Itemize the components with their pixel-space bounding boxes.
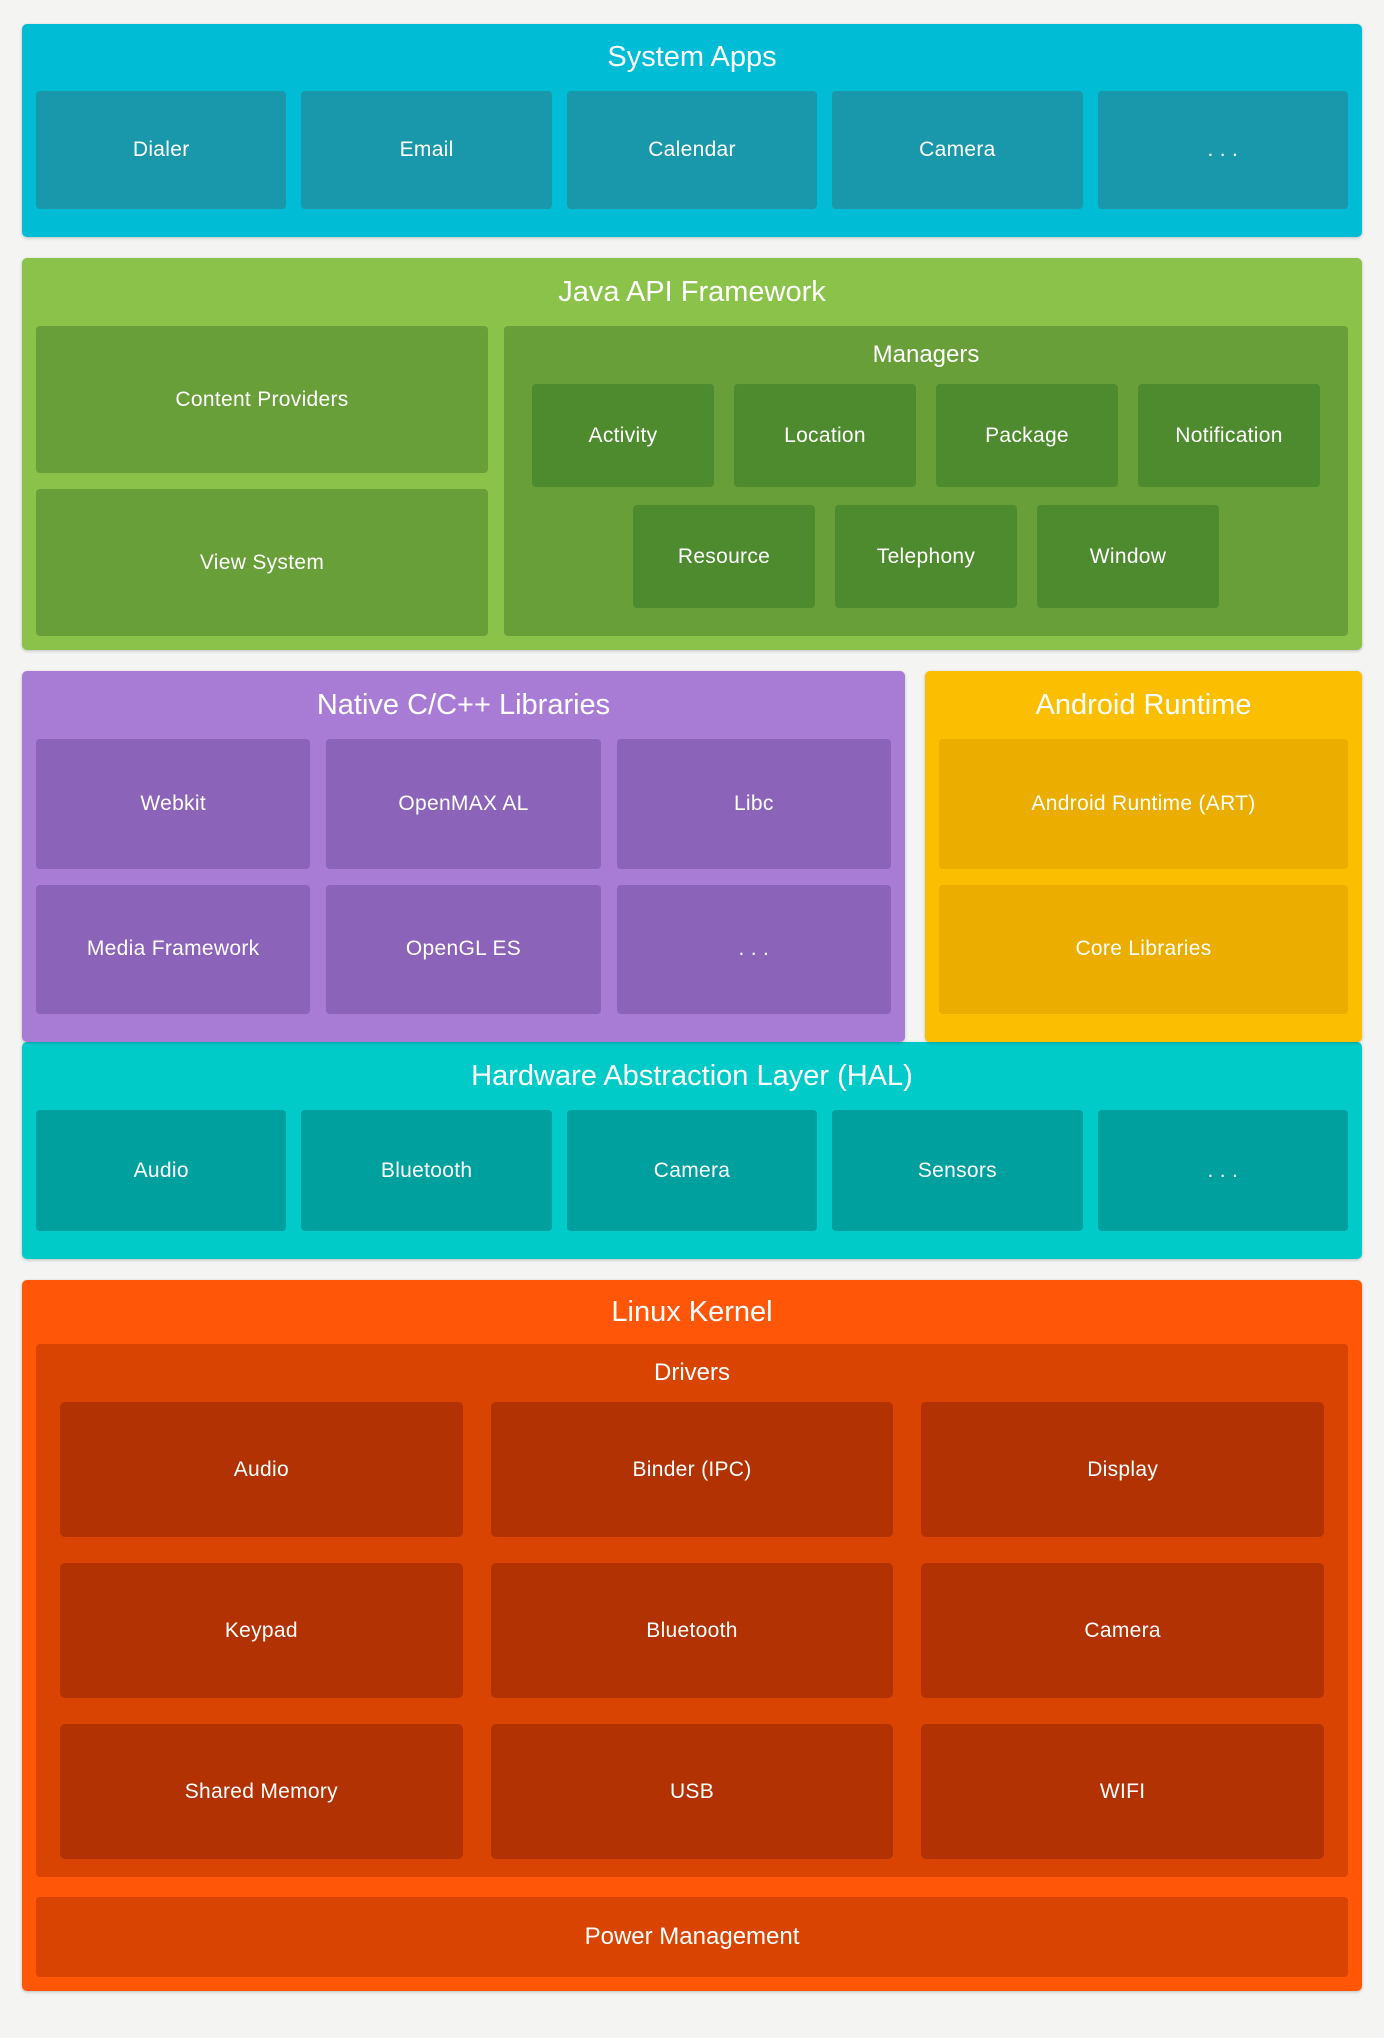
managers-title: Managers xyxy=(872,341,980,368)
box-driver-display: Display xyxy=(921,1402,1325,1537)
system-apps-title: System Apps xyxy=(607,41,777,73)
linux-kernel-title: Linux Kernel xyxy=(611,1296,773,1328)
box-native-ellipsis: . . . xyxy=(616,884,891,1014)
java-api-framework-section: Java API Framework Content Providers Vie… xyxy=(22,258,1362,650)
linux-kernel-body: Drivers Audio Binder (IPC) Display Keypa… xyxy=(22,1344,1362,1991)
managers-container: Managers Activity Location Package Notif… xyxy=(504,326,1348,636)
drivers-row-3: Shared Memory USB WIFI xyxy=(60,1724,1325,1859)
box-calendar: Calendar xyxy=(566,91,818,209)
system-apps-row: Dialer Email Calendar Camera . . . xyxy=(22,91,1362,223)
box-hal-ellipsis: . . . xyxy=(1097,1110,1349,1231)
java-api-framework-body: Content Providers View System Managers A… xyxy=(22,326,1362,650)
box-content-providers: Content Providers xyxy=(36,326,488,473)
box-art: Android Runtime (ART) xyxy=(939,739,1348,869)
box-view-system: View System xyxy=(36,489,488,636)
box-driver-wifi: WIFI xyxy=(921,1724,1325,1859)
box-hal-bluetooth: Bluetooth xyxy=(301,1110,552,1231)
box-driver-keypad: Keypad xyxy=(60,1563,463,1698)
native-row-2: Media Framework OpenGL ES . . . xyxy=(36,884,891,1014)
box-power-management: Power Management xyxy=(36,1897,1348,1977)
box-camera-app: Camera xyxy=(832,91,1083,209)
box-activity-manager: Activity xyxy=(532,384,714,487)
box-hal-camera: Camera xyxy=(566,1110,818,1231)
box-webkit: Webkit xyxy=(36,739,311,869)
box-telephony-manager: Telephony xyxy=(835,505,1017,608)
box-driver-camera: Camera xyxy=(921,1563,1325,1698)
box-notification-manager: Notification xyxy=(1138,384,1320,487)
box-driver-bluetooth: Bluetooth xyxy=(490,1563,894,1698)
box-openmax-al: OpenMAX AL xyxy=(326,739,601,869)
drivers-title: Drivers xyxy=(654,1359,730,1386)
java-left-column: Content Providers View System xyxy=(36,326,488,636)
box-core-libraries: Core Libraries xyxy=(939,884,1348,1014)
box-location-manager: Location xyxy=(734,384,916,487)
drivers-container: Drivers Audio Binder (IPC) Display Keypa… xyxy=(36,1344,1348,1877)
java-api-framework-title: Java API Framework xyxy=(558,276,826,308)
box-dialer: Dialer xyxy=(36,91,287,209)
native-libraries-section: Native C/C++ Libraries Webkit OpenMAX AL… xyxy=(22,671,905,1042)
managers-row-1: Activity Location Package Notification xyxy=(518,384,1334,487)
managers-row-2: Resource Telephony Window xyxy=(518,505,1334,608)
box-email: Email xyxy=(301,91,552,209)
native-row-1: Webkit OpenMAX AL Libc xyxy=(36,739,891,869)
box-resource-manager: Resource xyxy=(633,505,815,608)
android-runtime-title: Android Runtime xyxy=(1035,689,1252,721)
android-runtime-section: Android Runtime Android Runtime (ART) Co… xyxy=(925,671,1362,1042)
linux-kernel-section: Linux Kernel Drivers Audio Binder (IPC) … xyxy=(22,1280,1362,1991)
system-apps-section: System Apps Dialer Email Calendar Camera… xyxy=(22,24,1362,237)
box-driver-audio: Audio xyxy=(60,1402,463,1537)
box-opengl-es: OpenGL ES xyxy=(326,884,601,1014)
middle-row: Native C/C++ Libraries Webkit OpenMAX AL… xyxy=(22,671,1362,1042)
box-media-framework: Media Framework xyxy=(36,884,311,1014)
box-package-manager: Package xyxy=(936,384,1118,487)
box-driver-binder-ipc: Binder (IPC) xyxy=(490,1402,894,1537)
android-runtime-column: Android Runtime (ART) Core Libraries xyxy=(925,739,1362,1028)
box-apps-ellipsis: . . . xyxy=(1097,91,1349,209)
drivers-grid: Audio Binder (IPC) Display Keypad Blueto… xyxy=(60,1402,1325,1859)
hal-row: Audio Bluetooth Camera Sensors . . . xyxy=(22,1110,1362,1245)
box-libc: Libc xyxy=(616,739,891,869)
native-libraries-grid: Webkit OpenMAX AL Libc Media Framework O… xyxy=(22,739,905,1028)
box-window-manager: Window xyxy=(1037,505,1219,608)
box-hal-sensors: Sensors xyxy=(832,1110,1083,1231)
native-libraries-title: Native C/C++ Libraries xyxy=(316,689,611,721)
drivers-row-1: Audio Binder (IPC) Display xyxy=(60,1402,1325,1537)
box-driver-shared-memory: Shared Memory xyxy=(60,1724,463,1859)
hal-title: Hardware Abstraction Layer (HAL) xyxy=(471,1060,913,1092)
drivers-row-2: Keypad Bluetooth Camera xyxy=(60,1563,1325,1698)
hal-section: Hardware Abstraction Layer (HAL) Audio B… xyxy=(22,1042,1362,1259)
box-hal-audio: Audio xyxy=(36,1110,287,1231)
box-driver-usb: USB xyxy=(490,1724,894,1859)
